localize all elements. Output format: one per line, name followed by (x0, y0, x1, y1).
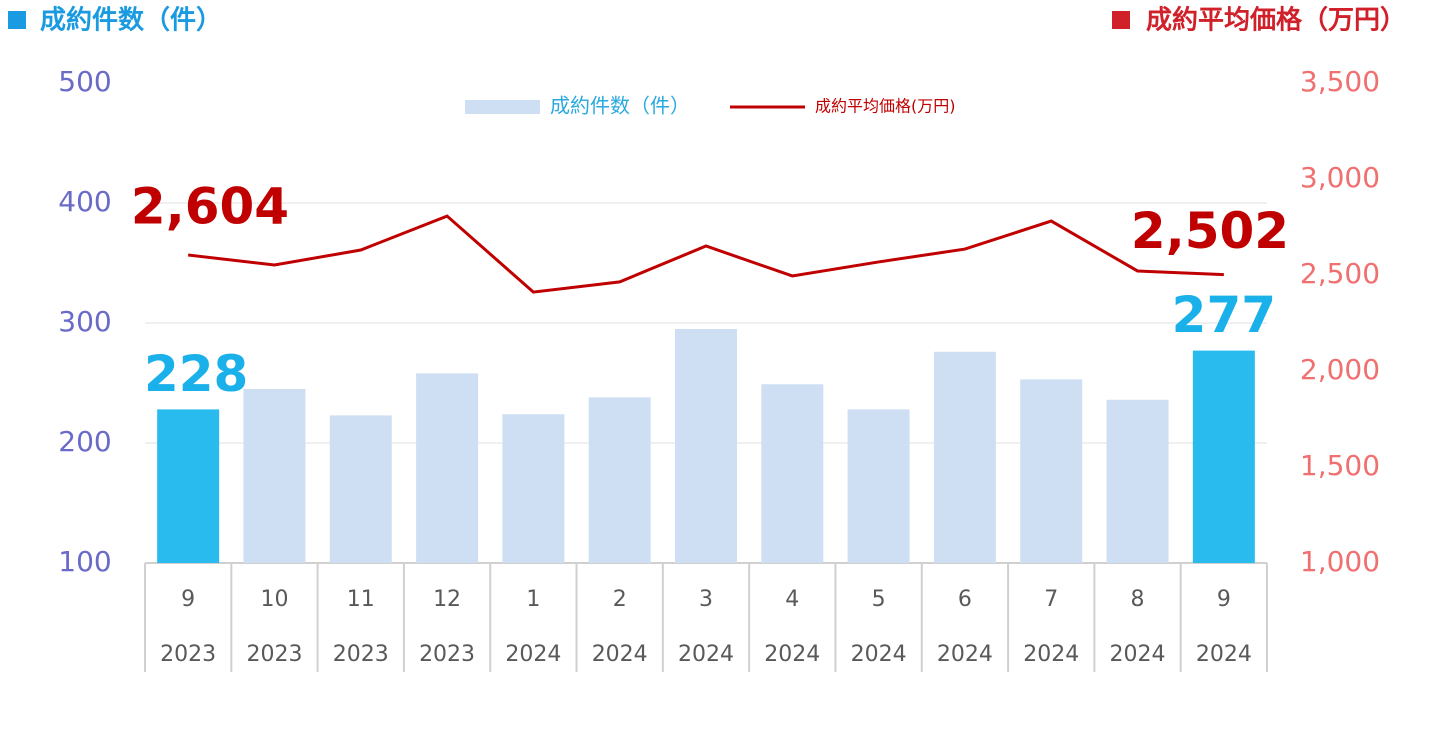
line (187, 214, 1224, 294)
bar (1106, 399, 1169, 563)
x-year-label: 2024 (505, 642, 561, 667)
x-tick-label: 11 (347, 587, 375, 612)
y2-tick-label: 2,000 (1300, 353, 1380, 386)
y2-tick-label: 3,000 (1300, 161, 1380, 194)
x-year-label: 2023 (333, 642, 389, 667)
x-tick-label: 6 (958, 587, 972, 612)
y2-tick-label: 2,500 (1300, 257, 1380, 290)
x-tick-label: 7 (1044, 587, 1058, 612)
x-tick-label: 8 (1131, 587, 1145, 612)
y-tick-label: 300 (58, 305, 111, 338)
x-tick-label: 3 (699, 587, 713, 612)
bar-value-label: 228 (144, 345, 248, 403)
x-tick-label: 12 (433, 587, 461, 612)
x-year-label: 2024 (764, 642, 820, 667)
legend-swatch (465, 100, 540, 114)
bar (1192, 350, 1255, 563)
x-tick-label: 9 (181, 587, 195, 612)
bar (761, 384, 824, 563)
x-tick-label: 4 (785, 587, 799, 612)
legend-label: 成約件数（件） (550, 94, 690, 118)
x-year-label: 2023 (419, 642, 475, 667)
y-axis-title: 成約件数（件） (40, 5, 222, 36)
bar (157, 409, 220, 563)
x-tick-label: 5 (872, 587, 886, 612)
title-square (1112, 11, 1130, 29)
bar (1020, 379, 1083, 563)
bar (329, 415, 392, 563)
y-tick-label: 500 (58, 65, 111, 98)
y-tick-label: 400 (58, 185, 111, 218)
x-year-label: 2024 (1110, 642, 1166, 667)
x-year-label: 2024 (1023, 642, 1079, 667)
y-tick-label: 200 (58, 425, 111, 458)
x-tick-label: 10 (260, 587, 288, 612)
y2-axis-title: 成約平均価格（万円） (1146, 5, 1406, 36)
x-tick-label: 2 (613, 587, 627, 612)
x-year-label: 2024 (937, 642, 993, 667)
bar (588, 397, 651, 563)
x-year-label: 2024 (1196, 642, 1252, 667)
x-year-label: 2023 (246, 642, 302, 667)
x-tick-label: 9 (1217, 587, 1231, 612)
x-year-label: 2024 (851, 642, 907, 667)
line-value-label: 2,502 (1131, 202, 1289, 260)
line-value-label: 2,604 (131, 178, 289, 236)
y2-tick-label: 1,500 (1300, 449, 1380, 482)
bar (847, 409, 910, 563)
title-square (8, 11, 26, 29)
bar (243, 389, 306, 563)
x-year-label: 2024 (592, 642, 648, 667)
x-year-label: 2023 (160, 642, 216, 667)
bar (502, 414, 565, 563)
bar (416, 373, 479, 563)
legend-label: 成約平均価格(万円) (815, 97, 956, 116)
x-year-label: 2024 (678, 642, 734, 667)
bar (933, 351, 996, 563)
y2-tick-label: 1,000 (1300, 545, 1380, 578)
bar (675, 329, 737, 563)
y2-tick-label: 3,500 (1300, 65, 1380, 98)
y-tick-label: 100 (58, 545, 111, 578)
x-tick-label: 1 (526, 587, 540, 612)
bar-value-label: 277 (1172, 286, 1276, 344)
